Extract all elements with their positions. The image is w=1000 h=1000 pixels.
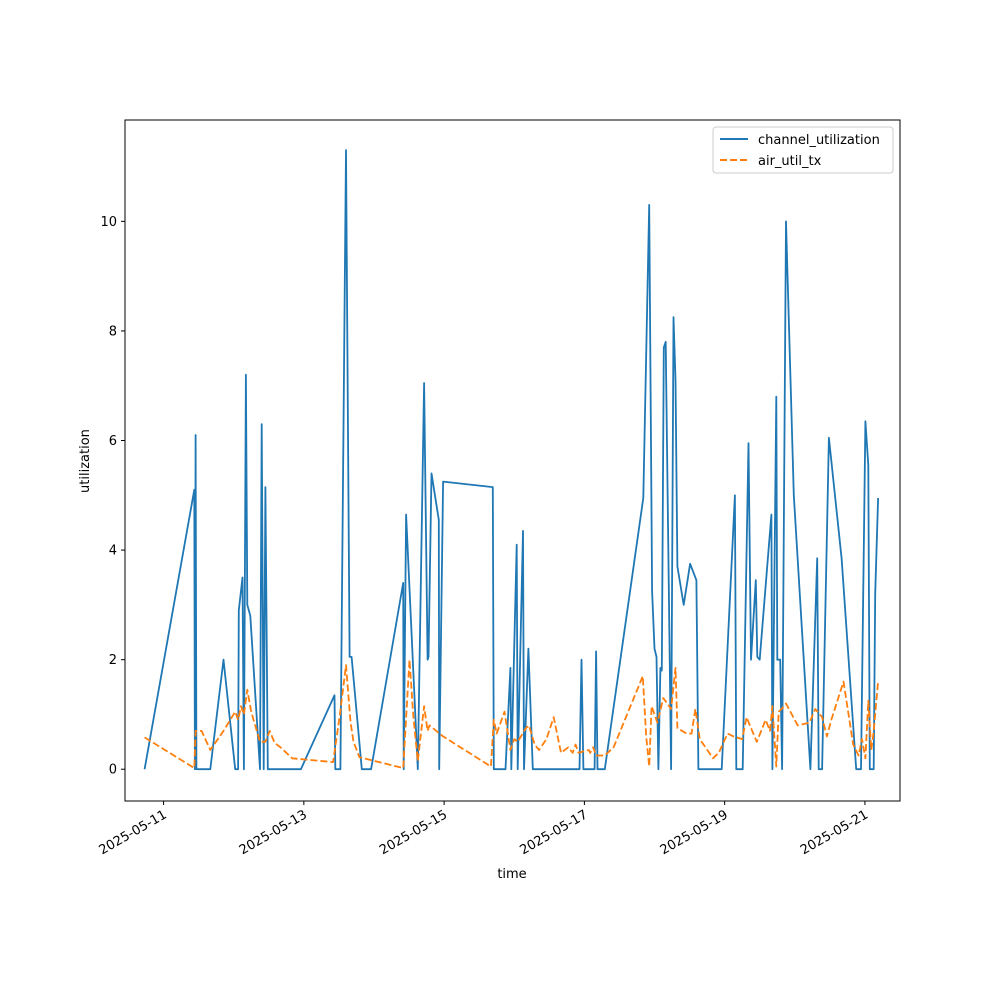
y-axis-label: utilization [78,429,93,493]
x-tick-label: 2025-05-17 [517,807,590,858]
x-tick-label: 2025-05-15 [377,807,450,858]
y-tick-label: 2 [109,653,117,668]
legend: channel_utilization air_util_tx [712,126,894,174]
y-tick-label: 0 [109,763,117,778]
y-tick-label: 8 [109,324,117,339]
y-tick-label: 6 [109,434,117,449]
y-tick-label: 10 [100,215,117,230]
legend-label-channel-utilization: channel_utilization [758,133,880,148]
y-axis: 0 2 4 6 8 10 [100,215,125,778]
legend-label-air-util-tx: air_util_tx [758,154,822,169]
x-tick-label: 2025-05-21 [798,807,871,858]
plot-frame [124,119,901,802]
legend-box [712,126,894,174]
x-axis: 2025-05-11 2025-05-13 2025-05-15 2025-05-17… [97,801,871,858]
series-line-air-util-tx [144,658,879,769]
x-tick-label: 2025-05-19 [658,807,731,858]
series-line-channel-utilization [143,149,879,771]
x-tick-label: 2025-05-13 [237,807,310,858]
y-tick-label: 4 [109,544,117,559]
x-axis-label: time [497,867,526,882]
series-layer [143,149,879,771]
x-tick-label: 2025-05-11 [97,807,170,858]
